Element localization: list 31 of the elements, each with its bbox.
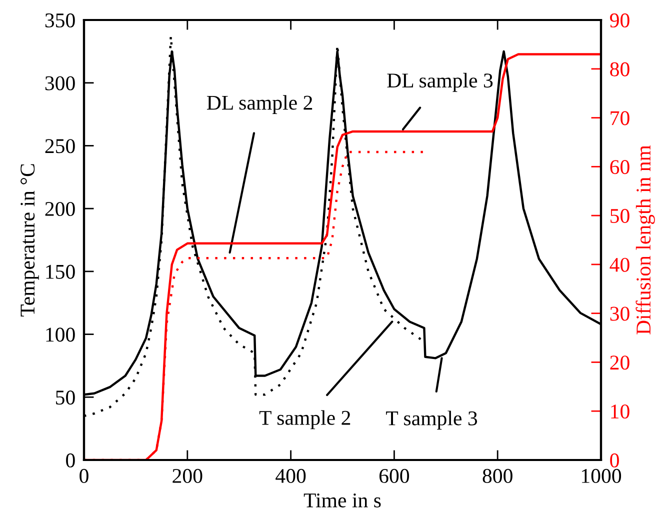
y2-tick-label: 90 — [610, 13, 630, 28]
y2-axis-title: Diffusion length in nm — [636, 145, 655, 334]
y-tick-label: 250 — [45, 139, 75, 154]
x-tick-label: 200 — [172, 468, 202, 483]
y-tick-label: 350 — [45, 13, 75, 28]
y2-tick-label: 30 — [610, 306, 630, 321]
y2-tick-label: 10 — [611, 404, 630, 419]
y-axis-title: Temperature in °C — [20, 164, 39, 317]
x-tick-label: 0 — [80, 468, 88, 483]
annotation: T sample 3 — [386, 410, 478, 430]
x-tick-label: 600 — [379, 468, 410, 483]
x-axis-title: Time in s — [304, 493, 381, 508]
annotation: DL sample 3 — [387, 72, 493, 92]
annotation: DL sample 2 — [206, 95, 312, 114]
x-tick-label: 400 — [276, 468, 306, 483]
y-tick-label: 100 — [46, 328, 75, 342]
y2-tick-label: 60 — [610, 160, 630, 174]
y-tick-label: 200 — [45, 202, 75, 216]
x-tick-label: 1000 — [582, 468, 622, 483]
y2-tick-label: 20 — [610, 356, 630, 370]
y2-tick-label: 50 — [610, 208, 630, 223]
y2-tick-label: 70 — [610, 111, 630, 126]
annotation: T sample 2 — [259, 410, 350, 430]
y2-tick-label: 80 — [610, 62, 630, 76]
y2-tick-label: 0 — [610, 453, 619, 468]
y-tick-label: 150 — [46, 264, 75, 279]
y-tick-label: 0 — [66, 453, 75, 468]
y-tick-label: 300 — [45, 76, 75, 90]
y-tick-label: 50 — [56, 390, 75, 405]
x-tick-label: 800 — [482, 468, 512, 483]
y2-tick-label: 40 — [610, 258, 630, 272]
